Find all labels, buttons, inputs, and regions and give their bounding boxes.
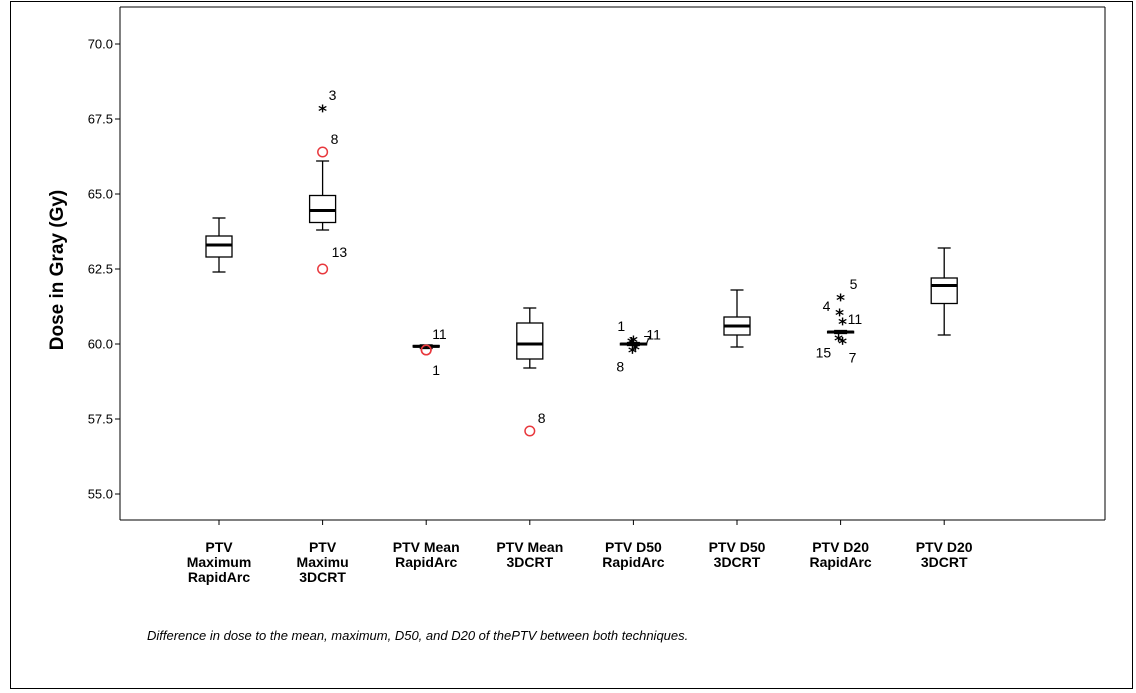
outlier-label: 15 — [816, 345, 832, 361]
box-iqr — [516, 322, 544, 360]
figure-caption: Difference in dose to the mean, maximum,… — [147, 628, 688, 643]
extreme-star: * — [838, 335, 847, 355]
extreme-star: * — [631, 341, 640, 361]
y-tick-label: 55.0 — [88, 487, 113, 502]
outlier-circle — [420, 344, 432, 356]
outlier-circle — [524, 425, 536, 437]
y-tick-label: 62.5 — [88, 262, 113, 277]
box-1 — [205, 217, 233, 273]
outlier-label: 8 — [331, 131, 339, 147]
outlier-label: 11 — [848, 311, 863, 327]
outlier-label: 7 — [849, 350, 857, 366]
outlier-label: 4 — [823, 298, 831, 314]
x-tick-label: PTV Maximum RapidArc — [187, 539, 252, 585]
extreme-star: * — [835, 306, 844, 326]
outlier-circle — [317, 263, 329, 275]
y-tick-label: 65.0 — [88, 187, 113, 202]
x-tick-label: PTV D20 3DCRT — [916, 539, 973, 570]
box-iqr — [930, 277, 958, 305]
box-6 — [723, 289, 751, 348]
outlier-label: 13 — [332, 244, 348, 260]
y-tick-label: 67.5 — [88, 112, 113, 127]
box-4 — [516, 307, 544, 369]
outlier-label: 11 — [432, 326, 447, 342]
extreme-star: * — [836, 291, 845, 311]
x-tick-label: PTV Mean 3DCRT — [496, 539, 563, 570]
outlier-label: 1 — [617, 318, 625, 334]
outlier-label: 1 — [432, 362, 440, 378]
x-tick-label: PTV D50 RapidArc — [602, 539, 664, 570]
outlier-label: 7 — [643, 333, 651, 349]
extreme-star: * — [318, 102, 327, 122]
axes: 55.0 57.5 60.0 62.5 65.0 67.5 70.0 — [88, 6, 1106, 525]
extreme-star: * — [838, 315, 847, 335]
outlier-label: 5 — [850, 276, 858, 292]
box-2 — [308, 160, 337, 231]
box-8 — [930, 247, 958, 336]
extreme-star: * — [628, 344, 637, 364]
boxes — [205, 160, 958, 369]
outlier-label: 3 — [329, 87, 337, 103]
y-tick-label: 57.5 — [88, 412, 113, 427]
box-7 — [826, 329, 855, 335]
y-tick-label: 60.0 — [88, 337, 113, 352]
outlier-circle — [317, 146, 329, 158]
y-tick-label: 70.0 — [88, 37, 113, 52]
x-tick-label: PTV D20 RapidArc — [809, 539, 871, 570]
outlier-label: 8 — [538, 410, 546, 426]
box-5 — [619, 341, 648, 347]
y-axis-label: Dose in Gray (Gy) — [47, 190, 68, 351]
extreme-star: * — [627, 335, 636, 355]
x-tick-label: PTV Mean RapidArc — [393, 539, 460, 570]
figure-frame — [10, 1, 1133, 689]
x-tick-label: PTV D50 3DCRT — [709, 539, 766, 570]
extreme-star: * — [629, 333, 638, 353]
outlier-label: 8 — [616, 359, 624, 375]
extreme-star: * — [834, 332, 843, 352]
outlier-label: 11 — [646, 327, 661, 343]
x-tick-label: PTV Maximu 3DCRT — [297, 539, 349, 585]
x-tick-labels: PTV Maximum RapidArc PTV Maximu 3DCRT PTV Mean… — [187, 539, 973, 585]
